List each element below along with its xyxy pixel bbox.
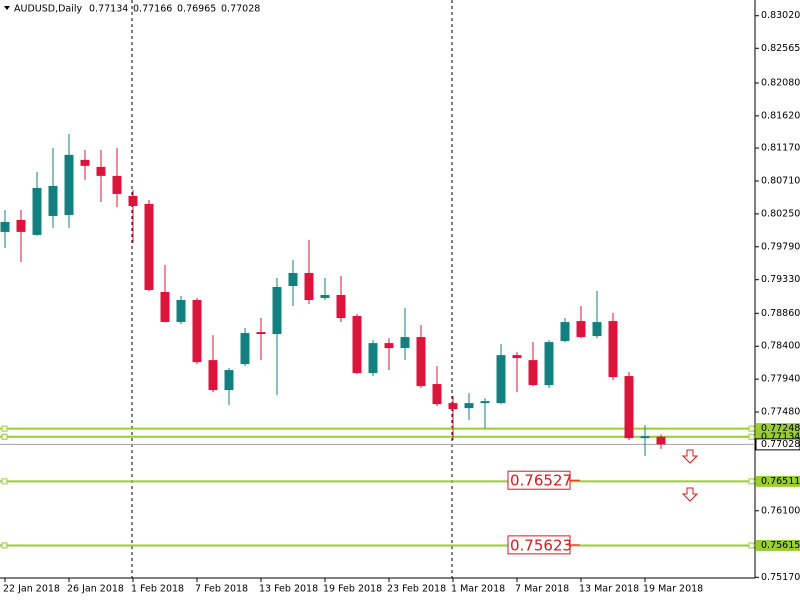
x-tick-label: 19 Feb 2018 [323,584,382,595]
candle-body [656,436,666,445]
candle-body [496,355,506,404]
candle-body [608,321,618,378]
candle-body [368,343,378,374]
level-handle [748,478,755,485]
candle-body [144,203,154,291]
candle-body [592,322,602,337]
header-value: 0.76965 [177,4,216,15]
y-tick-label: 0.79790 [761,241,800,252]
candle-body [400,337,410,349]
x-tick-label: 13 Mar 2018 [579,584,639,595]
y-tick-label: 0.78860 [761,308,800,319]
candle-body [352,316,362,374]
level-label-box [756,475,800,487]
header-value: 0.77134 [89,4,128,15]
chart-title: AUDUSD,Daily [14,4,83,15]
y-tick-label: 0.82565 [761,43,800,54]
annotation: 0.75623 [510,536,572,554]
candle-body [16,219,26,232]
down-arrow [681,487,699,502]
candle-body [432,384,442,405]
down-arrow [681,449,699,464]
level-label: 0.77134 [761,431,800,442]
header-value: 0.77028 [221,4,260,15]
candle-body [288,272,298,286]
current-price-label: 0.77028 [761,439,800,450]
level-label-box [756,423,800,435]
candle-body [176,300,186,323]
level-handle [1,425,8,432]
y-tick-label: 0.81170 [761,143,800,154]
candle-body [224,370,234,391]
level-handle [1,542,8,549]
y-tick-label: 0.80250 [761,208,800,219]
level-label-box [756,539,800,551]
level-handle [1,478,8,485]
header-value: 0.77166 [133,4,172,15]
candle-body [480,401,490,404]
x-tick-label: 1 Mar 2018 [451,584,505,595]
x-tick-label: 1 Feb 2018 [131,584,184,595]
candle-body [160,292,170,323]
annotation: 0.76527 [510,472,572,490]
candle-body [448,403,458,410]
arrows [681,449,699,502]
level-label: 0.75615 [761,540,800,551]
y-tick-label: 0.81620 [761,110,800,121]
y-tick-label: 0.78400 [761,341,800,352]
level-handle [1,433,8,440]
candle-body [512,355,522,359]
candle-body [624,376,634,439]
candle-body [0,221,10,232]
candle-body [576,321,586,338]
level-label-box [756,431,800,443]
candle-body [48,185,58,216]
current-price-box [755,438,800,451]
y-tick-label: 0.77940 [761,374,800,385]
candle-body [240,333,250,365]
x-tick-label: 19 Mar 2018 [643,584,703,595]
candle-body [32,187,42,235]
candle-body [320,295,330,299]
candle-body [128,195,138,206]
x-tick-label: 7 Feb 2018 [195,584,248,595]
level-handle [748,433,755,440]
candle-body [384,343,394,349]
y-tick-label: 0.76100 [761,505,800,516]
header-triangle [4,6,10,10]
y-tick-label: 0.83020 [761,10,800,21]
candle-body [208,360,218,391]
x-tick-label: 22 Jan 2018 [3,584,60,595]
candle-body [640,436,650,439]
level-handle [748,425,755,432]
candle-body [64,154,74,215]
candle-body [256,332,266,335]
y-tick-label: 0.77480 [761,407,800,418]
candle-body [336,295,346,319]
candle-body [80,159,90,166]
y-tick-label: 0.80710 [761,175,800,186]
candle-body [416,337,426,387]
x-tick-label: 7 Mar 2018 [515,584,569,595]
level-label: 0.77248 [761,423,800,434]
y-tick-label: 0.82080 [761,77,800,88]
candle-body [560,322,570,342]
x-tick-label: 13 Feb 2018 [259,584,318,595]
candle-body [192,300,202,363]
y-tick-label: 0.75170 [761,572,800,583]
candle-body [544,342,554,386]
candle-body [464,403,474,409]
candle-body [272,286,282,335]
candle-body [112,175,122,194]
x-tick-label: 26 Jan 2018 [67,584,124,595]
x-tick-label: 23 Feb 2018 [387,584,446,595]
candle-body [96,166,106,176]
level-handle [748,542,755,549]
candle-body [304,272,314,301]
y-tick-label: 0.79330 [761,274,800,285]
level-label: 0.76511 [761,476,800,487]
candle-body [528,360,538,386]
